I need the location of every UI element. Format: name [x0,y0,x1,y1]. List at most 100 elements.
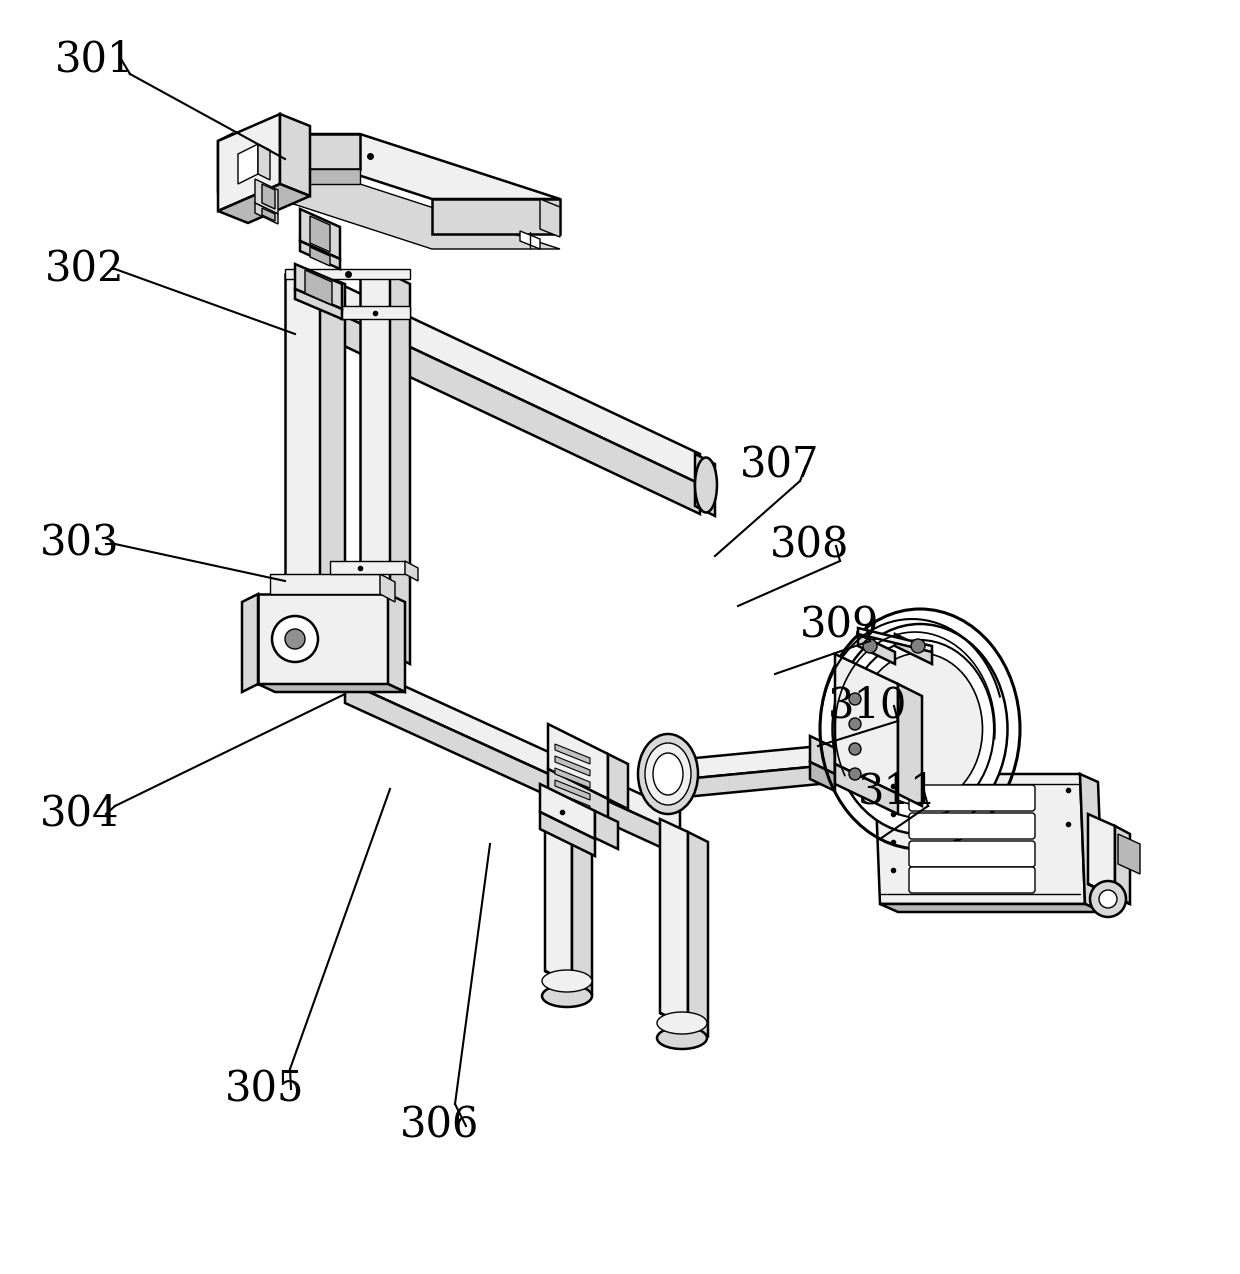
Circle shape [849,743,861,755]
Polygon shape [255,203,278,224]
Polygon shape [310,247,330,266]
Polygon shape [556,792,590,812]
Polygon shape [810,736,835,775]
Polygon shape [684,747,820,778]
Polygon shape [238,144,258,183]
Polygon shape [280,113,310,196]
Polygon shape [270,575,379,594]
Text: 304: 304 [40,792,119,834]
Polygon shape [285,274,320,654]
Polygon shape [895,634,932,664]
Polygon shape [232,183,560,248]
Polygon shape [539,812,595,856]
Polygon shape [330,561,405,575]
Polygon shape [1087,884,1130,905]
Text: 301: 301 [55,38,134,80]
Polygon shape [546,787,572,984]
Polygon shape [1087,814,1115,896]
Polygon shape [345,682,680,856]
Polygon shape [232,134,560,199]
Text: 306: 306 [401,1105,480,1147]
Circle shape [1099,891,1117,908]
Circle shape [849,768,861,780]
Circle shape [285,629,305,648]
Circle shape [863,640,877,654]
Circle shape [849,693,861,705]
Polygon shape [880,905,1104,912]
Polygon shape [300,209,340,259]
Polygon shape [835,748,852,782]
Polygon shape [258,144,270,180]
Polygon shape [300,241,340,269]
Polygon shape [835,654,898,794]
Ellipse shape [542,985,591,1006]
Ellipse shape [645,743,691,805]
Polygon shape [556,804,590,824]
Polygon shape [660,1013,708,1036]
Polygon shape [218,134,232,191]
FancyBboxPatch shape [909,868,1035,893]
Polygon shape [548,769,608,820]
Ellipse shape [542,970,591,992]
Polygon shape [232,134,360,169]
Polygon shape [388,594,405,692]
Circle shape [1090,882,1126,917]
Polygon shape [556,768,590,789]
Polygon shape [295,289,342,318]
Polygon shape [556,780,590,800]
Polygon shape [875,775,1085,905]
Polygon shape [1115,826,1130,905]
Polygon shape [320,274,345,664]
Ellipse shape [639,734,698,814]
Polygon shape [258,594,388,684]
Ellipse shape [653,753,683,795]
Circle shape [272,617,317,662]
Text: 308: 308 [770,525,849,567]
FancyBboxPatch shape [909,785,1035,812]
Text: 307: 307 [740,445,820,487]
Ellipse shape [657,1012,707,1034]
Polygon shape [548,724,608,799]
Polygon shape [432,199,560,234]
Text: 303: 303 [40,524,119,564]
Polygon shape [539,199,560,237]
Polygon shape [595,812,618,848]
Polygon shape [340,306,410,318]
Polygon shape [262,208,275,220]
Polygon shape [232,169,360,183]
FancyBboxPatch shape [909,841,1035,868]
Polygon shape [556,744,590,764]
Text: 310: 310 [828,685,908,727]
Polygon shape [305,270,332,304]
Polygon shape [360,274,391,654]
Polygon shape [858,634,895,664]
Text: 309: 309 [800,605,879,647]
Polygon shape [660,819,688,1026]
Text: 305: 305 [224,1068,305,1110]
Ellipse shape [832,624,1007,834]
Polygon shape [379,575,396,603]
Polygon shape [310,217,330,252]
Polygon shape [218,183,310,223]
Polygon shape [1080,775,1104,912]
Polygon shape [572,800,591,994]
Polygon shape [835,764,898,814]
Polygon shape [688,832,708,1036]
Polygon shape [898,684,923,806]
Polygon shape [810,762,835,791]
Polygon shape [295,264,342,310]
Polygon shape [858,628,932,652]
Polygon shape [285,269,410,279]
Polygon shape [262,183,275,209]
Text: 302: 302 [45,248,125,290]
Polygon shape [345,659,680,834]
Polygon shape [694,454,715,516]
Polygon shape [684,766,820,798]
Polygon shape [255,180,278,214]
Polygon shape [520,231,539,248]
Polygon shape [539,784,595,840]
Ellipse shape [657,1027,707,1049]
Polygon shape [556,755,590,776]
Circle shape [849,719,861,730]
Polygon shape [405,561,418,581]
